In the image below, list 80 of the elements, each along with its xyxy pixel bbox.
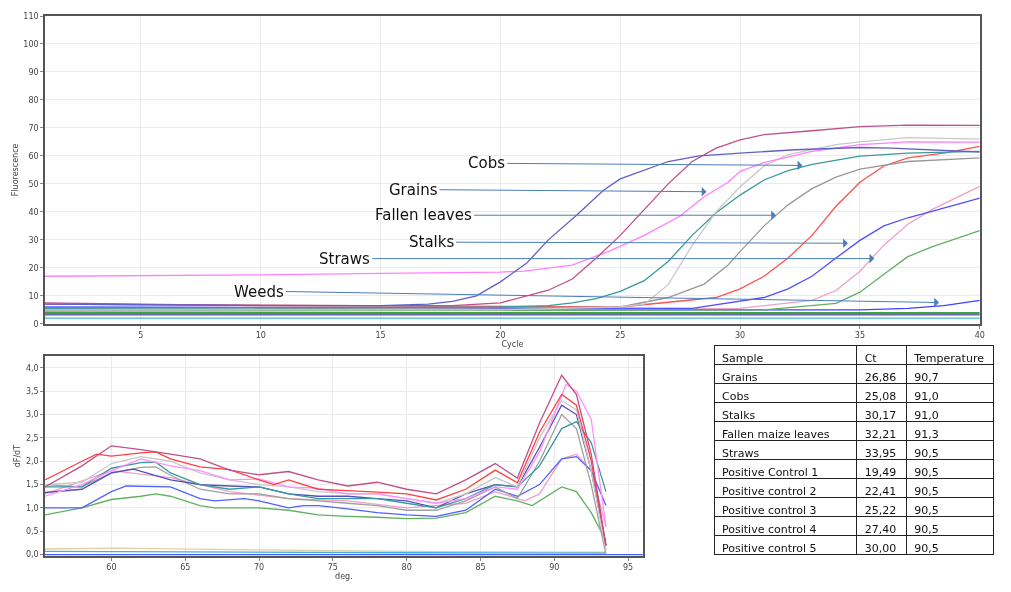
y-tick-label: 40 (28, 207, 39, 217)
data-label: 27,40 (864, 522, 897, 536)
data-label: 25,22 (864, 503, 897, 517)
x-tick-label: 60 (106, 563, 117, 573)
y-tick-label: 60 (28, 151, 39, 161)
data-label: 30,00 (864, 541, 897, 555)
category-label: Positive control 2 (722, 484, 817, 498)
annotation: Stalks (409, 233, 455, 251)
y-tick-label: 3,0 (25, 410, 39, 420)
x-tick-label: 75 (327, 563, 338, 573)
data-label: 91,0 (914, 389, 939, 403)
category-label: Grains (722, 370, 758, 384)
data-label: 90,5 (914, 446, 939, 460)
y-tick-label: 0,5 (25, 527, 39, 537)
y-tick-label: 2,5 (25, 433, 39, 443)
x-tick-label: 10 (255, 331, 266, 341)
data-label: 90,5 (914, 522, 939, 536)
data-label: 26,86 (864, 370, 897, 384)
y-tick-label: 80 (28, 95, 39, 105)
x-tick-label: 30 (734, 331, 746, 341)
data-label: 30,17 (864, 408, 897, 422)
x-tick-label: 65 (180, 563, 191, 573)
x-tick-label: 5 (138, 331, 144, 341)
y-tick-label: 30 (28, 235, 39, 245)
data-label: 91,0 (914, 408, 939, 422)
annotation: Cobs (468, 154, 506, 172)
y-tick-label: 20 (28, 263, 39, 273)
y-tick-label: 110 (23, 11, 39, 21)
data-label: 19,49 (864, 465, 897, 479)
annotation: Grains (389, 181, 438, 199)
data-label: 25,08 (864, 389, 897, 403)
x-tick-label: 40 (974, 331, 985, 341)
x-tick-label: 80 (401, 563, 412, 573)
category-label: Stalks (722, 408, 756, 422)
x-tick-label: 85 (475, 563, 486, 573)
category-label: Positive control 5 (722, 541, 817, 555)
y-tick-label: 4,0 (25, 363, 39, 373)
category-label: Positive Control 1 (722, 465, 819, 479)
data-label: 90,5 (914, 503, 939, 517)
annotation: Weeds (234, 283, 284, 301)
data-label: 90,5 (914, 541, 939, 555)
annotation: Straws (319, 250, 371, 268)
y-tick-label: 1,0 (25, 503, 39, 513)
y-tick-label: 100 (23, 39, 39, 49)
category-label: Cobs (722, 389, 750, 403)
y-tick-label: 10 (28, 291, 39, 301)
series-label: Temperature (913, 351, 985, 365)
y-tick-label: 0 (33, 319, 39, 329)
y-tick-label: 50 (28, 179, 39, 189)
data-label: 91,3 (914, 427, 939, 441)
data-label: 32,21 (864, 427, 897, 441)
text: Sample (722, 351, 764, 365)
y-tick-label: 90 (28, 67, 39, 77)
category-label: Positive control 4 (722, 522, 817, 536)
y-tick-label: 1,5 (25, 480, 39, 490)
x-tick-label: 20 (495, 331, 506, 341)
y-tick-label: 0,0 (25, 550, 39, 560)
y-tick-label: 3,5 (25, 387, 39, 397)
x-tick-label: 95 (623, 563, 634, 573)
y-tick-label: 70 (28, 123, 39, 133)
x-tick-label: 70 (253, 563, 265, 573)
category-label: Positive control 3 (722, 503, 817, 517)
category-label: Fallen maize leaves (722, 427, 830, 441)
y-tick-label: 2,0 (25, 457, 39, 467)
x-tick-label: 25 (615, 331, 626, 341)
category-label: Straws (722, 446, 760, 460)
data-label: 33,95 (864, 446, 897, 460)
data-label: 90,7 (914, 370, 939, 384)
x-tick-label: 90 (549, 563, 560, 573)
data-label: 90,5 (914, 465, 939, 479)
x-axis-title: deg. (335, 572, 353, 582)
data-label: 90,5 (914, 484, 939, 498)
text: Ct (864, 351, 878, 365)
annotation: Fallen leaves (375, 206, 472, 224)
data-label: 22,41 (864, 484, 897, 498)
y-axis-title: Fluorescence (10, 143, 20, 197)
x-tick-label: 15 (375, 331, 386, 341)
x-axis-title: Cycle (501, 340, 524, 350)
y-axis-title: dF/dT (13, 444, 23, 468)
x-tick-label: 35 (854, 331, 866, 341)
